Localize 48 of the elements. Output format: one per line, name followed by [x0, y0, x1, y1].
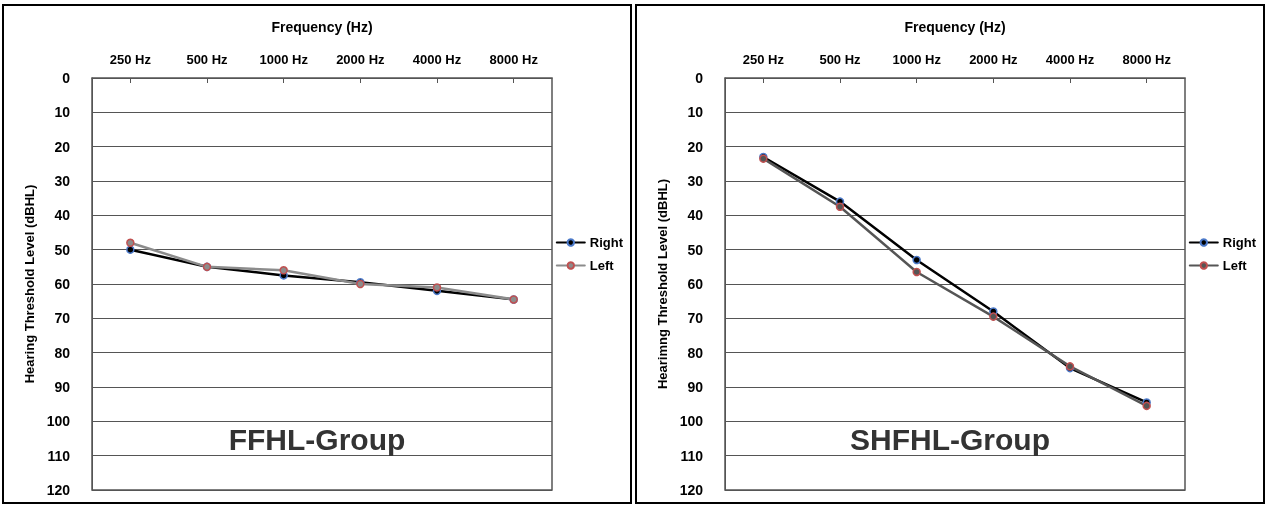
- y-tick-label: 30: [687, 173, 704, 189]
- y-tick-label: 0: [62, 70, 71, 86]
- y-tick-label: 110: [47, 447, 71, 464]
- legend-label: Right: [589, 235, 624, 250]
- y-tick-label: 20: [687, 138, 704, 155]
- x-tick-label: 1000 Hz: [892, 52, 942, 67]
- x-tick-label: 8000 Hz: [1122, 52, 1172, 67]
- y-tick-label: 80: [54, 344, 71, 361]
- y-tick-label: 40: [687, 207, 704, 224]
- y-tick-label: 100: [46, 413, 71, 430]
- annotation: FFHL-Group: [228, 422, 406, 456]
- y-tick-label: 70: [54, 310, 71, 327]
- x-tick-label: 2000 Hz: [969, 52, 1019, 67]
- y-tick-label: 80: [687, 344, 704, 361]
- y-tick-label: 60: [54, 276, 71, 292]
- y-tick-label: 40: [54, 207, 71, 224]
- x-tick-label: 500 Hz: [186, 52, 229, 67]
- x-tick-label: 2000 Hz: [336, 52, 386, 67]
- y-tick-label: 0: [695, 70, 704, 86]
- y-tick-label: 50: [687, 241, 704, 258]
- y-tick-label: 70: [687, 310, 704, 327]
- x-tick-label: 1000 Hz: [259, 52, 309, 67]
- x-tick-label: 4000 Hz: [1045, 52, 1095, 67]
- y-tick-label: 30: [54, 173, 71, 189]
- x-axis-title: Frequency (Hz): [904, 19, 1006, 35]
- y-tick-label: 10: [54, 104, 71, 121]
- annotation: SHFHL-Group: [850, 422, 1050, 456]
- y-tick-label: 20: [54, 138, 71, 155]
- y-tick-label: 110: [680, 447, 704, 464]
- x-axis-title: Frequency (Hz): [271, 19, 373, 35]
- legend-label: Left: [589, 258, 615, 273]
- x-tick-label: 250 Hz: [109, 52, 152, 67]
- y-tick-label: 120: [679, 482, 704, 498]
- x-tick-label: 8000 Hz: [489, 52, 539, 67]
- x-tick-label: 250 Hz: [742, 52, 785, 67]
- y-tick-label: 60: [687, 276, 704, 292]
- y-tick-label: 10: [687, 104, 704, 121]
- y-axis-title: Hearimng Threshold Level (dBHL): [654, 178, 670, 390]
- x-tick-label: 500 Hz: [819, 52, 862, 67]
- legend-label: Right: [1222, 235, 1257, 250]
- y-tick-label: 120: [46, 482, 71, 498]
- y-axis-title: Hearing Threshold Level (dBHL): [21, 184, 37, 384]
- y-tick-label: 100: [679, 413, 704, 430]
- y-tick-label: 50: [54, 241, 71, 258]
- y-tick-label: 90: [54, 379, 71, 395]
- x-tick-label: 4000 Hz: [412, 52, 462, 67]
- legend-label: Left: [1222, 258, 1248, 273]
- y-tick-label: 90: [687, 379, 704, 395]
